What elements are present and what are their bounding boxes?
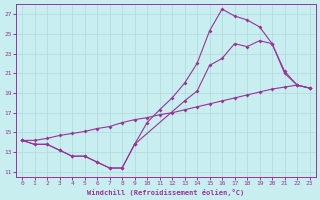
X-axis label: Windchill (Refroidissement éolien,°C): Windchill (Refroidissement éolien,°C) xyxy=(87,189,244,196)
